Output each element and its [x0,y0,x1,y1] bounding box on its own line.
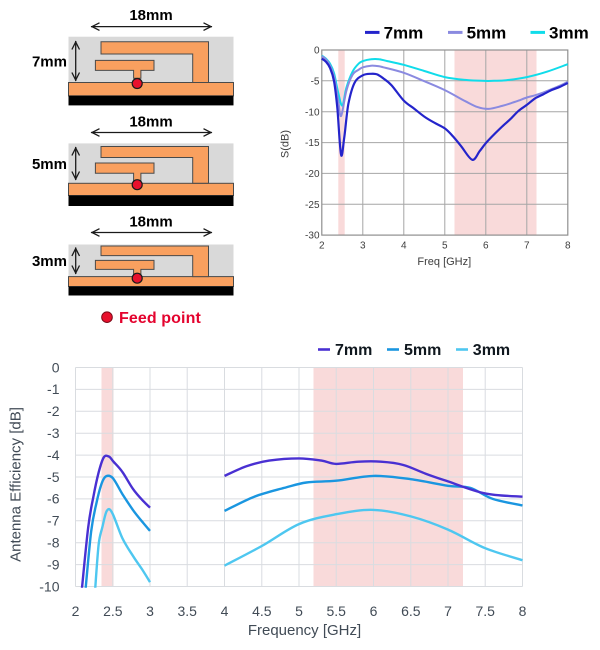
svg-text:4: 4 [401,240,407,251]
svg-text:8: 8 [519,603,527,619]
svg-text:6: 6 [483,240,489,251]
svg-text:3mm: 3mm [473,342,510,359]
svg-text:6.5: 6.5 [401,603,421,619]
svg-text:5.5: 5.5 [326,603,346,619]
svg-text:3: 3 [360,240,366,251]
svg-text:-6: -6 [47,491,60,507]
svg-text:2.5: 2.5 [103,603,123,619]
svg-text:5: 5 [442,240,448,251]
svg-text:-10: -10 [305,107,320,118]
svg-text:-15: -15 [305,138,320,149]
svg-text:18mm: 18mm [129,113,172,130]
svg-text:-5: -5 [47,469,60,485]
svg-text:7mm: 7mm [32,54,67,71]
svg-text:18mm: 18mm [129,213,172,230]
svg-text:3mm: 3mm [549,23,589,42]
svg-text:6: 6 [370,603,378,619]
svg-text:-8: -8 [47,535,60,551]
svg-text:7.5: 7.5 [475,603,495,619]
svg-text:-10: -10 [39,578,59,594]
svg-text:7: 7 [444,603,452,619]
svg-text:7mm: 7mm [335,342,372,359]
svg-text:3mm: 3mm [32,253,67,270]
svg-text:8: 8 [565,240,571,251]
svg-text:3: 3 [146,603,154,619]
svg-text:0: 0 [52,359,60,375]
svg-text:4.5: 4.5 [252,603,272,619]
svg-text:Antenna Efficiency [dB]: Antenna Efficiency [dB] [7,407,24,562]
svg-text:3.5: 3.5 [177,603,197,619]
svg-text:-25: -25 [305,200,320,211]
svg-text:Frequency [GHz]: Frequency [GHz] [248,622,361,639]
svg-text:-1: -1 [47,381,60,397]
svg-text:18mm: 18mm [129,7,172,24]
svg-text:0: 0 [314,46,320,57]
svg-text:-2: -2 [47,403,60,419]
svg-text:7mm: 7mm [384,23,424,42]
svg-text:7: 7 [524,240,530,251]
svg-text:-3: -3 [47,425,60,441]
svg-text:Freq [GHz]: Freq [GHz] [417,256,471,268]
svg-text:2: 2 [72,603,80,619]
svg-text:5mm: 5mm [404,342,441,359]
svg-text:-9: -9 [47,556,60,572]
svg-text:4: 4 [221,603,229,619]
svg-text:-7: -7 [47,513,60,529]
svg-text:S(dB): S(dB) [280,130,292,158]
svg-text:-30: -30 [305,231,320,242]
svg-text:Feed point: Feed point [119,310,201,327]
svg-text:-5: -5 [311,76,320,87]
svg-text:-4: -4 [47,447,60,463]
svg-text:-20: -20 [305,169,320,180]
svg-text:2: 2 [319,240,325,251]
svg-text:5mm: 5mm [32,156,67,173]
svg-text:5mm: 5mm [467,23,507,42]
svg-text:5: 5 [295,603,303,619]
